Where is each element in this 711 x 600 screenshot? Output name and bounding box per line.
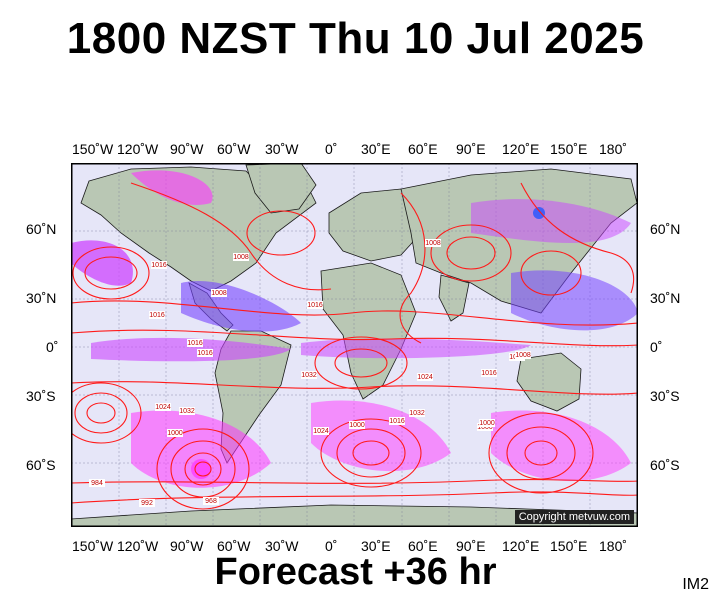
isobar-labels: 1016 1008 1016 1008 1016 1024 1032 1000 …: [89, 239, 531, 507]
image-code: IM2: [682, 576, 709, 593]
chart-title: 1800 NZST Thu 10 Jul 2025: [66, 14, 645, 63]
lon-tick: 0˚: [325, 538, 338, 554]
forecast-label: Forecast +36 hr: [214, 551, 497, 593]
lat-tick: 0˚: [46, 339, 59, 355]
isobar-label: 1008: [233, 253, 249, 261]
isobar-label: 992: [139, 499, 155, 507]
isobar-label: 1024: [417, 373, 433, 381]
svg-text:984: 984: [91, 480, 103, 487]
svg-text:1016: 1016: [187, 340, 203, 347]
india: [438, 274, 470, 322]
svg-text:992: 992: [141, 500, 153, 507]
isobar-label: 968: [203, 497, 219, 505]
africa: [320, 262, 417, 400]
lat-tick: 60˚N: [26, 221, 57, 237]
svg-text:1000: 1000: [479, 420, 495, 427]
isobar-label: 1016: [389, 417, 405, 425]
lon-tick: 150˚W: [72, 141, 114, 157]
svg-text:1024: 1024: [155, 404, 171, 411]
lon-tick: 150˚E: [550, 538, 588, 554]
lon-tick: 180˚: [599, 538, 628, 554]
svg-text:1000: 1000: [167, 430, 183, 437]
lon-tick: 30˚E: [361, 538, 391, 554]
precipitation: [71, 170, 638, 488]
lon-tick: 150˚E: [550, 141, 588, 157]
isobar-label: 1016: [481, 369, 497, 377]
lat-tick: 30˚S: [650, 388, 680, 404]
isobar-label: 1000: [349, 421, 365, 429]
svg-text:1032: 1032: [409, 410, 425, 417]
isobar-label: 1008: [211, 289, 227, 297]
isobar-label: 1016: [187, 339, 203, 347]
svg-text:1016: 1016: [151, 262, 167, 269]
north-america: [80, 166, 317, 292]
lat-tick: 30˚N: [26, 290, 57, 306]
lat-tick: 30˚N: [650, 290, 681, 306]
svg-text:1008: 1008: [211, 290, 227, 297]
svg-text:1008: 1008: [425, 240, 441, 247]
lat-tick: 0˚: [650, 339, 663, 355]
weather-map: 1016 1008 1016 1008 1016 1024 1032 1000 …: [71, 163, 638, 527]
lon-tick: 150˚W: [72, 538, 114, 554]
lon-tick: 30˚E: [361, 141, 391, 157]
isobar-label: 1000: [479, 419, 495, 427]
lat-tick: 60˚S: [26, 457, 56, 473]
svg-text:1008: 1008: [233, 254, 249, 261]
isobar-label: 1008: [425, 239, 441, 247]
lon-tick: 60˚E: [408, 538, 438, 554]
svg-text:1032: 1032: [179, 408, 195, 415]
svg-text:1032: 1032: [301, 372, 317, 379]
lon-tick: 120˚W: [117, 538, 159, 554]
svg-text:1016: 1016: [307, 302, 323, 309]
svg-text:1000: 1000: [349, 422, 365, 429]
lon-tick: 0˚: [325, 141, 338, 157]
weather-map-svg: 1016 1008 1016 1008 1016 1024 1032 1000 …: [71, 163, 638, 527]
lon-tick: 60˚W: [217, 538, 251, 554]
lon-tick: 90˚E: [456, 141, 486, 157]
greenland: [245, 163, 317, 214]
svg-text:1016: 1016: [389, 418, 405, 425]
isobar-label: 1016: [307, 301, 323, 309]
lon-tick: 120˚W: [117, 141, 159, 157]
svg-text:1008: 1008: [515, 352, 531, 359]
lon-tick: 120˚E: [502, 141, 540, 157]
svg-text:1000: 1000: [477, 424, 493, 431]
lon-tick: 180˚: [599, 141, 628, 157]
lon-tick: 30˚W: [265, 141, 299, 157]
map-frame: [71, 163, 638, 527]
lon-tick: 60˚E: [408, 141, 438, 157]
svg-text:1016: 1016: [197, 350, 213, 357]
isobar-label: 1024: [155, 403, 171, 411]
lat-tick: 60˚S: [650, 457, 680, 473]
isobar-label: 1016: [149, 311, 165, 319]
lon-tick: 120˚E: [502, 538, 540, 554]
isobar-label: 1008: [515, 351, 531, 359]
isobar-label: 984: [89, 479, 105, 487]
lat-tick: 30˚S: [26, 388, 56, 404]
lon-tick: 30˚W: [265, 538, 299, 554]
lat-tick: 60˚N: [650, 221, 681, 237]
lon-tick: 90˚W: [170, 538, 204, 554]
isobar-label: 1032: [179, 407, 195, 415]
isobar-label: 1032: [409, 409, 425, 417]
lon-tick: 60˚W: [217, 141, 251, 157]
copyright-label: Copyright metvuw.com: [514, 510, 634, 524]
isobar-label: 1024: [313, 427, 329, 435]
svg-text:1016: 1016: [149, 312, 165, 319]
lon-tick: 90˚E: [456, 538, 486, 554]
australia: [516, 352, 582, 412]
isobar-label: 1016: [151, 261, 167, 269]
isobar-label: 1016: [197, 349, 213, 357]
isobar-label: 1000: [167, 429, 183, 437]
svg-text:1016: 1016: [481, 370, 497, 377]
isobars: [71, 182, 638, 510]
svg-text:968: 968: [205, 498, 217, 505]
svg-text:1024: 1024: [313, 428, 329, 435]
svg-text:1024: 1024: [417, 374, 433, 381]
isobar-label: 1032: [301, 371, 317, 379]
lon-tick: 90˚W: [170, 141, 204, 157]
